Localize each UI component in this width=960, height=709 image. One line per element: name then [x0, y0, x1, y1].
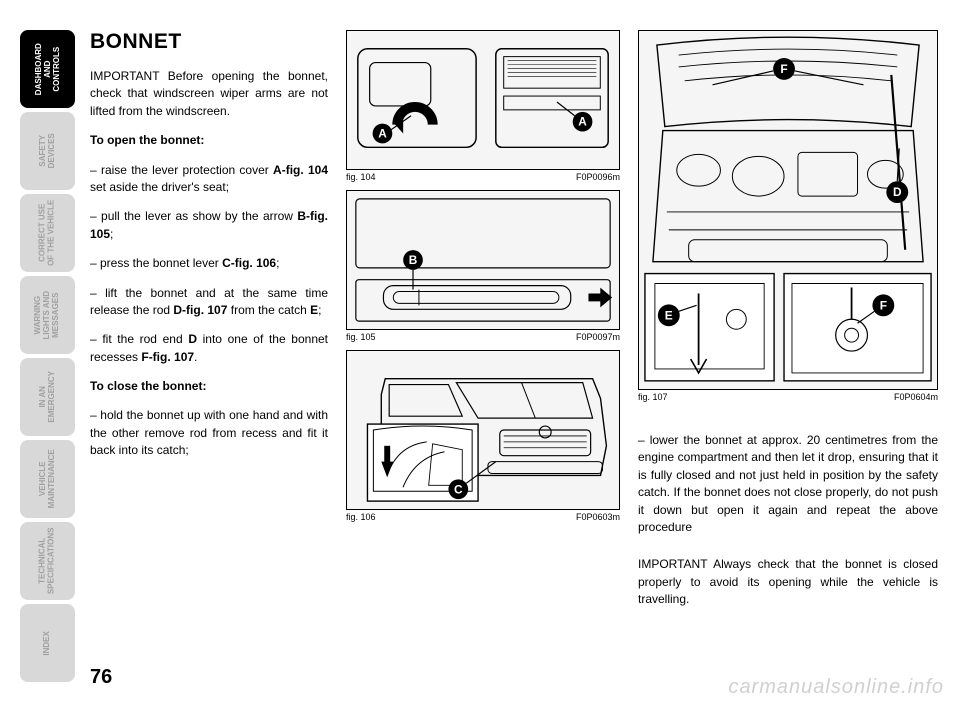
close-important: IMPORTANT Always check that the bonnet i…	[638, 556, 938, 608]
manual-page: DASHBOARDANDCONTROLS SAFETYDEVICES CORRE…	[0, 0, 960, 709]
tab-dashboard-controls[interactable]: DASHBOARDANDCONTROLS	[20, 30, 75, 108]
section-heading: BONNET	[90, 30, 328, 54]
intro-text: IMPORTANT Before opening the bonnet, che…	[90, 68, 328, 120]
open-step-1: – raise the lever protection cover A-fig…	[90, 162, 328, 197]
svg-text:A: A	[378, 127, 387, 141]
watermark: carmanualsonline.info	[728, 676, 944, 699]
section-tabs: DASHBOARDANDCONTROLS SAFETYDEVICES CORRE…	[20, 30, 75, 686]
figure-107: F D E F fig. 107 F0P0604m	[638, 30, 938, 402]
figure-105: B fig. 105 F0P0097m	[346, 190, 620, 342]
figure-105-caption: fig. 105 F0P0097m	[346, 332, 620, 342]
open-bonnet-title: To open the bonnet:	[90, 132, 328, 149]
close-step-2: – lower the bonnet at approx. 20 centime…	[638, 432, 938, 536]
fig-code: F0P0096m	[576, 172, 620, 182]
tab-maintenance[interactable]: VEHICLEMAINTENANCE	[20, 440, 75, 518]
figure-106-caption: fig. 106 F0P0603m	[346, 512, 620, 522]
figure-104-caption: fig. 104 F0P0096m	[346, 172, 620, 182]
open-step-2: – pull the lever as show by the arrow B-…	[90, 208, 328, 243]
figure-107-caption: fig. 107 F0P0604m	[638, 392, 938, 402]
open-step-4: – lift the bonnet and at the same time r…	[90, 285, 328, 320]
fig-label: fig. 104	[346, 172, 376, 182]
fig-code: F0P0097m	[576, 332, 620, 342]
svg-text:D: D	[893, 185, 902, 199]
tab-warning-lights[interactable]: WARNINGLIGHTS ANDMESSAGES	[20, 276, 75, 354]
fig-code: F0P0604m	[894, 392, 938, 402]
svg-text:F: F	[880, 298, 887, 312]
fig-code: F0P0603m	[576, 512, 620, 522]
tab-technical-specs[interactable]: TECHNICALSPECIFICATIONS	[20, 522, 75, 600]
svg-text:E: E	[665, 308, 673, 322]
page-content: BONNET IMPORTANT Before opening the bonn…	[90, 30, 940, 689]
open-step-3: – press the bonnet lever C-fig. 106;	[90, 255, 328, 272]
fig-label: fig. 107	[638, 392, 668, 402]
fig-label: fig. 106	[346, 512, 376, 522]
figure-106-image: C	[346, 350, 620, 510]
text-column: BONNET IMPORTANT Before opening the bonn…	[90, 30, 328, 689]
figure-106: C fig. 106 F0P0603m	[346, 350, 620, 522]
right-column: F D E F fig. 107 F0P0604m	[638, 30, 938, 689]
figure-105-image: B	[346, 190, 620, 330]
figure-107-image: F D E F	[638, 30, 938, 390]
fig-label: fig. 105	[346, 332, 376, 342]
open-step-5: – fit the rod end D into one of the bonn…	[90, 331, 328, 366]
figure-104-image: A A	[346, 30, 620, 170]
tab-emergency[interactable]: IN ANEMERGENCY	[20, 358, 75, 436]
svg-text:A: A	[578, 115, 587, 129]
close-step-1: – hold the bonnet up with one hand and w…	[90, 407, 328, 459]
svg-text:C: C	[454, 482, 463, 496]
tab-index[interactable]: INDEX	[20, 604, 75, 682]
tab-correct-use[interactable]: CORRECT USEOF THE VEHICLE	[20, 194, 75, 272]
svg-text:F: F	[780, 62, 787, 76]
svg-text:B: B	[409, 253, 418, 267]
tab-safety-devices[interactable]: SAFETYDEVICES	[20, 112, 75, 190]
figures-column-mid: A A fig. 104 F0P0096m	[346, 30, 620, 689]
page-number: 76	[90, 666, 112, 689]
close-bonnet-title: To close the bonnet:	[90, 378, 328, 395]
figure-104: A A fig. 104 F0P0096m	[346, 30, 620, 182]
